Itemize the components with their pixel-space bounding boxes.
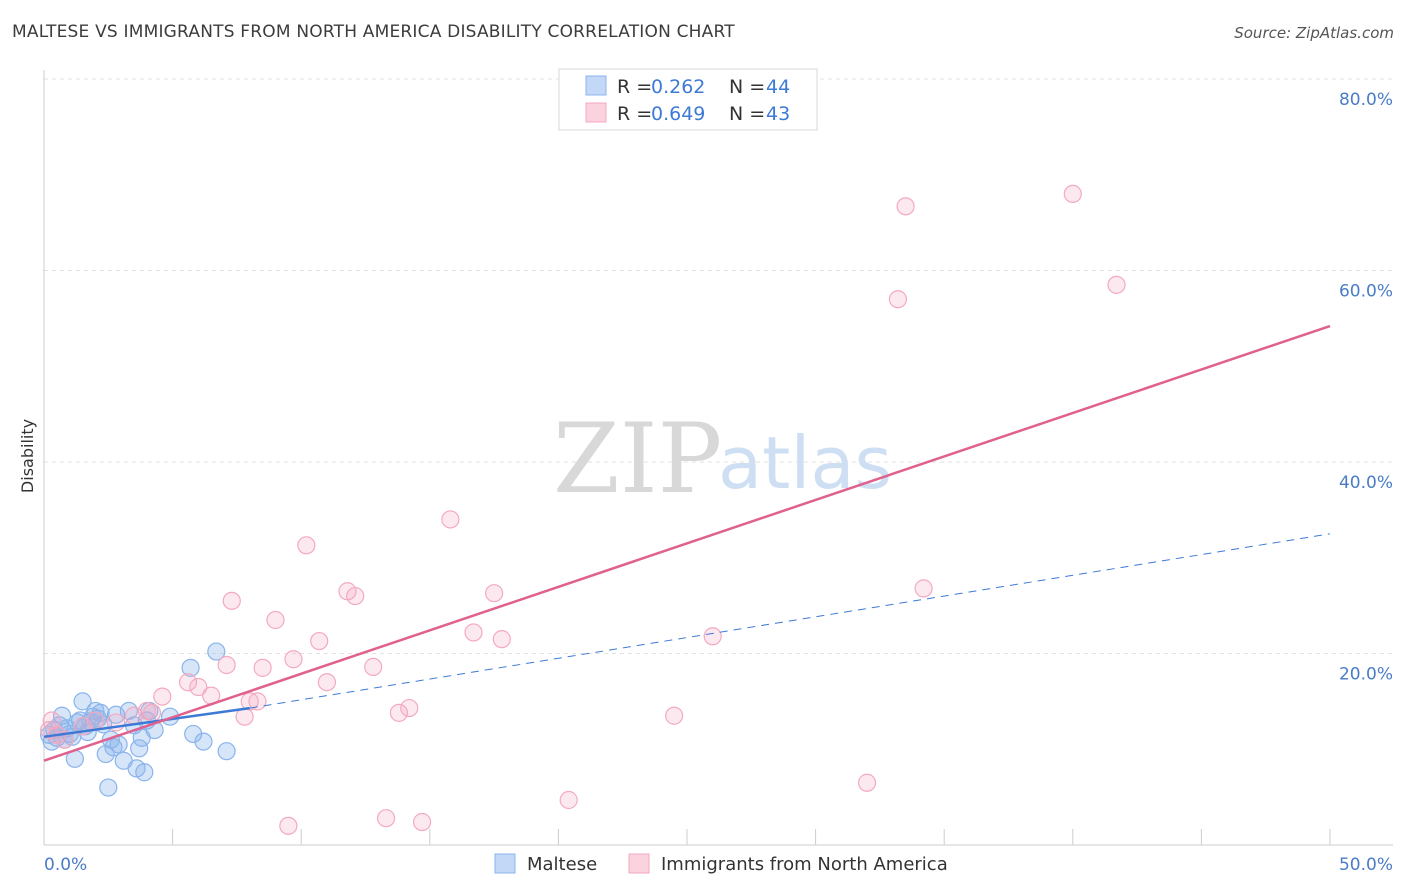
y-tick-label-20: 20.0%	[1339, 665, 1393, 685]
legend-swatch-maltese	[585, 75, 607, 96]
point-immigrants-31	[400, 698, 419, 718]
point-immigrants-33	[441, 510, 460, 529]
y-tick-label-80: 80.0%	[1339, 90, 1393, 110]
legend-n-value-immigrants: 43	[766, 103, 790, 125]
legend-r-label-maltese: R =	[617, 76, 652, 98]
point-maltese-25	[104, 738, 123, 757]
point-immigrants-43	[914, 579, 933, 598]
point-immigrants-11	[178, 673, 198, 692]
point-maltese-39	[181, 658, 200, 677]
point-immigrants-19	[253, 658, 272, 677]
point-immigrants-41	[888, 290, 908, 309]
point-immigrants-35	[485, 584, 504, 603]
point-immigrants-21	[279, 816, 298, 835]
point-immigrants-28	[364, 657, 383, 677]
point-immigrants-42	[896, 197, 915, 216]
point-immigrants-12	[189, 677, 208, 697]
chart-title: MALTESE VS IMMIGRANTS FROM NORTH AMERICA…	[12, 22, 735, 42]
point-immigrants-34	[464, 623, 483, 642]
point-immigrants-14	[217, 655, 236, 675]
source-label: Source: ZipAtlas.com	[1234, 24, 1394, 42]
point-maltese-41	[194, 732, 213, 751]
legend-bottom-label-immigrants: Immigrants from North America	[661, 854, 948, 875]
point-immigrants-23	[297, 536, 316, 555]
point-maltese-13	[73, 692, 92, 711]
point-immigrants-1	[42, 711, 61, 730]
trendline-maltese-dashed	[249, 533, 1331, 709]
point-immigrants-37	[559, 790, 578, 810]
legend-n-value-maltese: 44	[766, 76, 790, 98]
legend-r-value-maltese: 0.262	[651, 76, 705, 98]
point-immigrants-40	[857, 773, 877, 792]
legend-swatch-immigrants	[585, 102, 607, 123]
legend-n-label-immigrants: N =	[729, 103, 765, 125]
point-maltese-43	[217, 742, 236, 761]
point-maltese-34	[135, 763, 154, 782]
point-maltese-40	[184, 724, 203, 744]
series-legend: Maltese Immigrants from North America	[494, 853, 948, 875]
trend-layer	[43, 324, 1331, 762]
y-axis-title: Disability	[18, 419, 37, 493]
watermark-atlas: atlas	[718, 421, 892, 505]
point-maltese-32	[130, 739, 149, 758]
y-tick-label-60: 60.0%	[1339, 282, 1393, 302]
point-maltese-42	[207, 642, 226, 661]
point-immigrants-10	[142, 703, 162, 722]
x-tick-label-min: 0.0%	[44, 855, 87, 875]
point-immigrants-27	[346, 586, 365, 606]
point-immigrants-22	[284, 650, 303, 669]
grid-layer	[44, 78, 1393, 654]
point-immigrants-32	[412, 812, 432, 832]
legend-r-value-immigrants: 0.649	[651, 103, 705, 125]
legend-bottom-label-maltese: Maltese	[527, 854, 597, 875]
points-layer	[40, 184, 1126, 835]
point-immigrants-30	[389, 703, 409, 722]
point-immigrants-15	[222, 591, 241, 610]
x-tick-label-max: 50.0%	[1339, 855, 1393, 875]
legend-bottom-swatch-immigrants	[628, 853, 650, 874]
point-immigrants-20	[266, 610, 285, 630]
trendline-maltese	[43, 706, 250, 739]
point-immigrants-25	[317, 673, 337, 692]
point-immigrants-38	[665, 706, 684, 725]
legend-bottom-swatch-maltese	[494, 853, 516, 874]
point-immigrants-18	[248, 692, 267, 711]
y-tick-label-40: 40.0%	[1339, 473, 1393, 493]
legend-n-label-maltese: N =	[729, 76, 765, 98]
point-immigrants-39	[703, 627, 722, 646]
point-immigrants-5	[86, 711, 105, 730]
correlation-legend: R = 0.262 N = 44 R = 0.649 N = 43	[558, 68, 818, 131]
point-immigrants-24	[310, 631, 329, 651]
point-maltese-23	[99, 778, 118, 797]
point-immigrants-36	[492, 630, 511, 649]
point-immigrants-44	[1063, 184, 1082, 203]
watermark-zip: ZIP	[553, 403, 722, 515]
point-immigrants-9	[153, 687, 172, 706]
point-immigrants-17	[240, 692, 259, 711]
point-immigrants-29	[376, 809, 396, 828]
point-immigrants-45	[1107, 275, 1126, 294]
trendline-immigrants	[43, 324, 1331, 762]
legend-r-label-immigrants: R =	[617, 103, 652, 125]
